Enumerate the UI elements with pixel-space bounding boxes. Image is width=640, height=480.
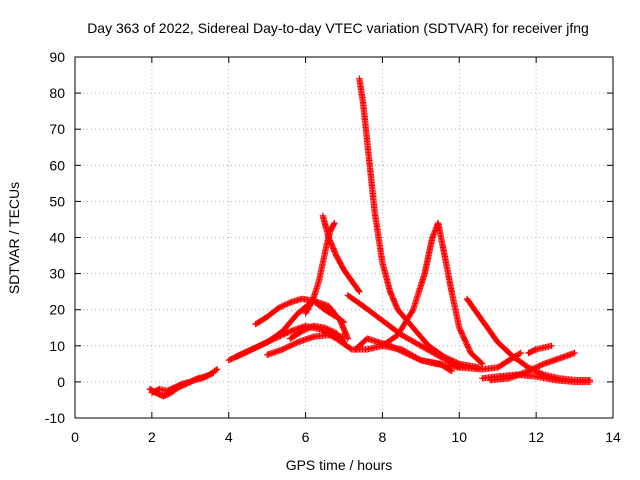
plus-markers [148, 369, 217, 396]
plus-markers [486, 349, 578, 384]
series-arc-e [287, 322, 348, 346]
plus-markers [352, 335, 524, 373]
series-arc-g [352, 335, 524, 373]
x-tick-label: 4 [225, 429, 233, 445]
y-tick-label: 40 [49, 230, 65, 246]
plus-markers [344, 292, 463, 371]
y-tick-label: 60 [49, 157, 65, 173]
plus-markers [319, 212, 363, 295]
chart-title: Day 363 of 2022, Sidereal Day-to-day VTE… [87, 20, 589, 36]
plus-markers [287, 322, 348, 346]
plus-markers [252, 295, 348, 328]
plus-markers [525, 342, 555, 357]
x-tick-label: 8 [379, 429, 387, 445]
y-tick-label: 50 [49, 193, 65, 209]
x-tick-label: 10 [451, 429, 467, 445]
y-tick-label: 10 [49, 338, 65, 354]
x-tick-label: 0 [71, 429, 79, 445]
x-tick-label: 14 [605, 429, 621, 445]
series-arc-j [486, 349, 578, 384]
series-arc-k [525, 342, 555, 357]
y-axis-label: SDTVAR / TECUs [6, 182, 22, 294]
y-tick-label: 30 [49, 266, 65, 282]
plus-markers [379, 219, 486, 368]
x-axis-label: GPS time / hours [286, 457, 393, 473]
grid-lines [75, 57, 613, 418]
series-arc-f [344, 292, 463, 371]
plot-frame [74, 56, 614, 419]
x-tick-label: 6 [302, 429, 310, 445]
y-tick-label: 20 [49, 302, 65, 318]
y-tick-label: 70 [49, 121, 65, 137]
series-arc-peak-9.4 [379, 219, 486, 368]
series-arc-low-early-2 [148, 369, 217, 396]
y-tick-label: 90 [49, 49, 65, 65]
series-arc-c [252, 295, 348, 328]
x-tick-label: 2 [148, 429, 156, 445]
data-points [146, 75, 594, 400]
x-tick-label: 12 [528, 429, 544, 445]
y-tick-label: 0 [57, 374, 65, 390]
series-arc-descend-6.5 [319, 212, 363, 295]
y-tick-label: 80 [49, 85, 65, 101]
y-tick-label: -10 [45, 410, 65, 426]
